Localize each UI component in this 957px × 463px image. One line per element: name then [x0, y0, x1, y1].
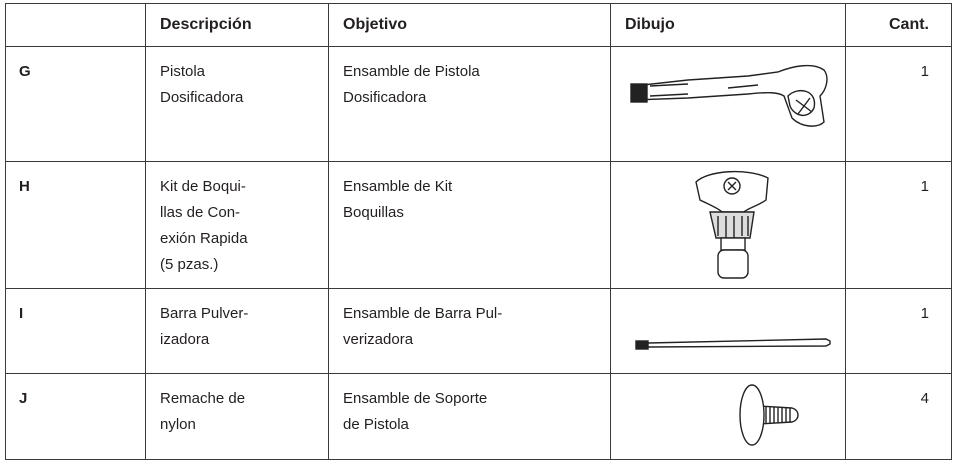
description-line: Barra Pulver- [160, 305, 249, 322]
item-id: J [19, 390, 28, 407]
description-cell: Remache de nylon [146, 374, 329, 460]
spray-gun-drawing [630, 64, 828, 127]
objective-line: de Pistola [343, 416, 409, 433]
objective-cell: Ensamble de Pistola Dosificadora [329, 47, 611, 162]
description-line: llas de Con- [160, 204, 241, 221]
description-line: nylon [160, 416, 196, 433]
header-cell: Objetivo [329, 3, 611, 47]
header-cell: Descripción [146, 3, 329, 47]
header-cell [5, 3, 146, 47]
description-cell: Barra Pulver-izadora [146, 289, 329, 374]
quantity-cell: 1 [846, 162, 952, 289]
item-id: G [19, 63, 31, 80]
quantity-cell: 1 [846, 47, 952, 162]
header-text: Dibujo [625, 16, 675, 33]
objective-line: Ensamble de Barra Pul- [343, 305, 503, 322]
description-line: (5 pzas.) [160, 256, 219, 273]
quantity: 1 [920, 178, 929, 195]
drawing-cell [611, 162, 846, 289]
id-cell: I [5, 289, 146, 374]
objective-line: Ensamble de Kit [343, 178, 453, 195]
rivet-drawing [739, 384, 799, 446]
objective-cell: Ensamble de Barra Pul-verizadora [329, 289, 611, 374]
objective-line: Dosificadora [343, 89, 427, 106]
description-line: Pistola [160, 63, 206, 80]
quantity-cell: 4 [846, 374, 952, 460]
nozzle-drawing [695, 170, 769, 279]
header-text: Cant. [889, 16, 929, 33]
description-cell: Kit de Boqui-llas de Con-exión Rapida (5 … [146, 162, 329, 289]
header-text: Objetivo [343, 16, 408, 33]
objective-cell: Ensamble de Soporte de Pistola [329, 374, 611, 460]
item-id: H [19, 178, 30, 195]
objective-cell: Ensamble de Kit Boquillas [329, 162, 611, 289]
drawing-cell [611, 374, 846, 460]
objective-line: Boquillas [343, 204, 404, 221]
table-frame [5, 3, 952, 460]
header-cell: Cant. [846, 3, 952, 47]
header-cell: Dibujo [611, 3, 846, 47]
objective-line: Ensamble de Pistola [343, 63, 480, 80]
description-line: Dosificadora [160, 89, 244, 106]
description-line: izadora [160, 331, 210, 348]
quantity: 1 [920, 63, 929, 80]
objective-line: Ensamble de Soporte [343, 390, 488, 407]
objective-line: verizadora [343, 331, 414, 348]
id-cell: G [5, 47, 146, 162]
description-line: Kit de Boqui- [160, 178, 246, 195]
drawing-cell [611, 289, 846, 374]
id-cell: H [5, 162, 146, 289]
quantity: 4 [920, 390, 929, 407]
drawing-cell [611, 47, 846, 162]
quantity: 1 [920, 305, 929, 322]
description-line: Remache de [160, 390, 246, 407]
description-cell: Pistola Dosificadora [146, 47, 329, 162]
description-line: exión Rapida [160, 230, 248, 247]
item-id: I [19, 305, 24, 322]
id-cell: J [5, 374, 146, 460]
wand-drawing [635, 338, 831, 350]
header-text: Descripción [160, 16, 252, 33]
quantity-cell: 1 [846, 289, 952, 374]
